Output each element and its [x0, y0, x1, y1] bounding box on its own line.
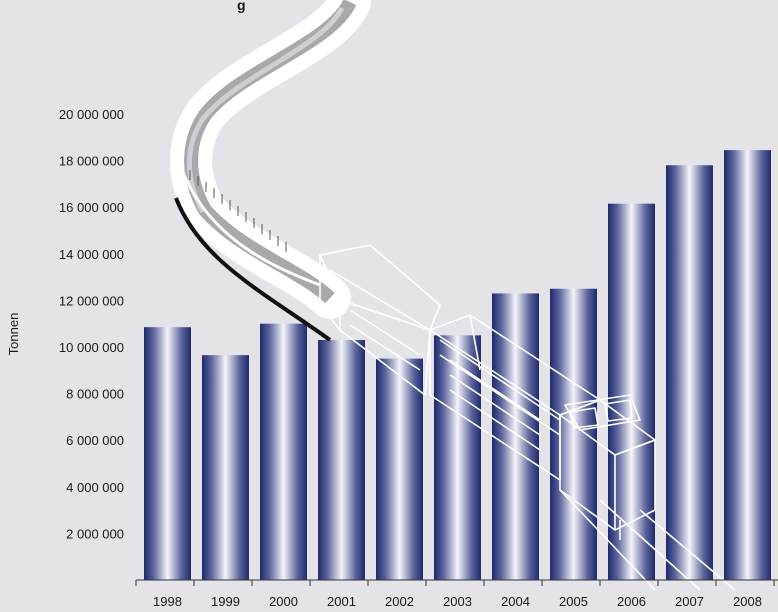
y-ticks-group: 2 000 000 4 000 000 6 000 000 8 000 000 10 0… — [59, 107, 124, 541]
y-tick-label: 6 000 000 — [66, 433, 124, 448]
x-tick-label: 2004 — [501, 594, 530, 609]
x-tick-label: 2002 — [385, 594, 414, 609]
y-tick-label: 16 000 000 — [59, 200, 124, 215]
y-tick-label: 14 000 000 — [59, 247, 124, 262]
x-tick-label: 2000 — [269, 594, 298, 609]
y-tick-label: 2 000 000 — [66, 526, 124, 541]
y-tick-label: 20 000 000 — [59, 107, 124, 122]
bars-group — [144, 150, 771, 581]
y-tick-label: 8 000 000 — [66, 387, 124, 402]
bar-1999 — [202, 355, 249, 580]
x-tick-label: 2001 — [327, 594, 356, 609]
bar-2005 — [550, 288, 597, 580]
chart-title-fragment: g — [237, 0, 246, 13]
x-tick-label: 2008 — [733, 594, 762, 609]
bar-2003 — [434, 335, 481, 580]
x-tick-label: 2007 — [675, 594, 704, 609]
bar-2000 — [260, 323, 307, 580]
bar-2004 — [492, 293, 539, 580]
y-tick-label: 10 000 000 — [59, 340, 124, 355]
bar-2006 — [608, 203, 655, 580]
x-ticks-group: 1998 1999 2000 2001 2002 2003 2004 2005 2006 2007… — [135, 580, 775, 609]
x-tick-label: 1999 — [211, 594, 240, 609]
y-tick-label: 18 000 000 — [59, 154, 124, 169]
x-tick-label: 2006 — [617, 594, 646, 609]
y-tick-label: 12 000 000 — [59, 293, 124, 308]
x-tick-label: 2003 — [443, 594, 472, 609]
bar-2002 — [376, 358, 423, 580]
train-illustration — [170, 0, 736, 591]
y-axis-label: Tonnen — [6, 313, 21, 356]
x-tick-label: 1998 — [153, 594, 182, 609]
bar-2001 — [318, 340, 365, 580]
bar-2008 — [724, 150, 771, 581]
y-tick-label: 4 000 000 — [66, 480, 124, 495]
x-tick-label: 2005 — [559, 594, 588, 609]
bar-1998 — [144, 327, 191, 580]
bar-2007 — [666, 165, 713, 580]
